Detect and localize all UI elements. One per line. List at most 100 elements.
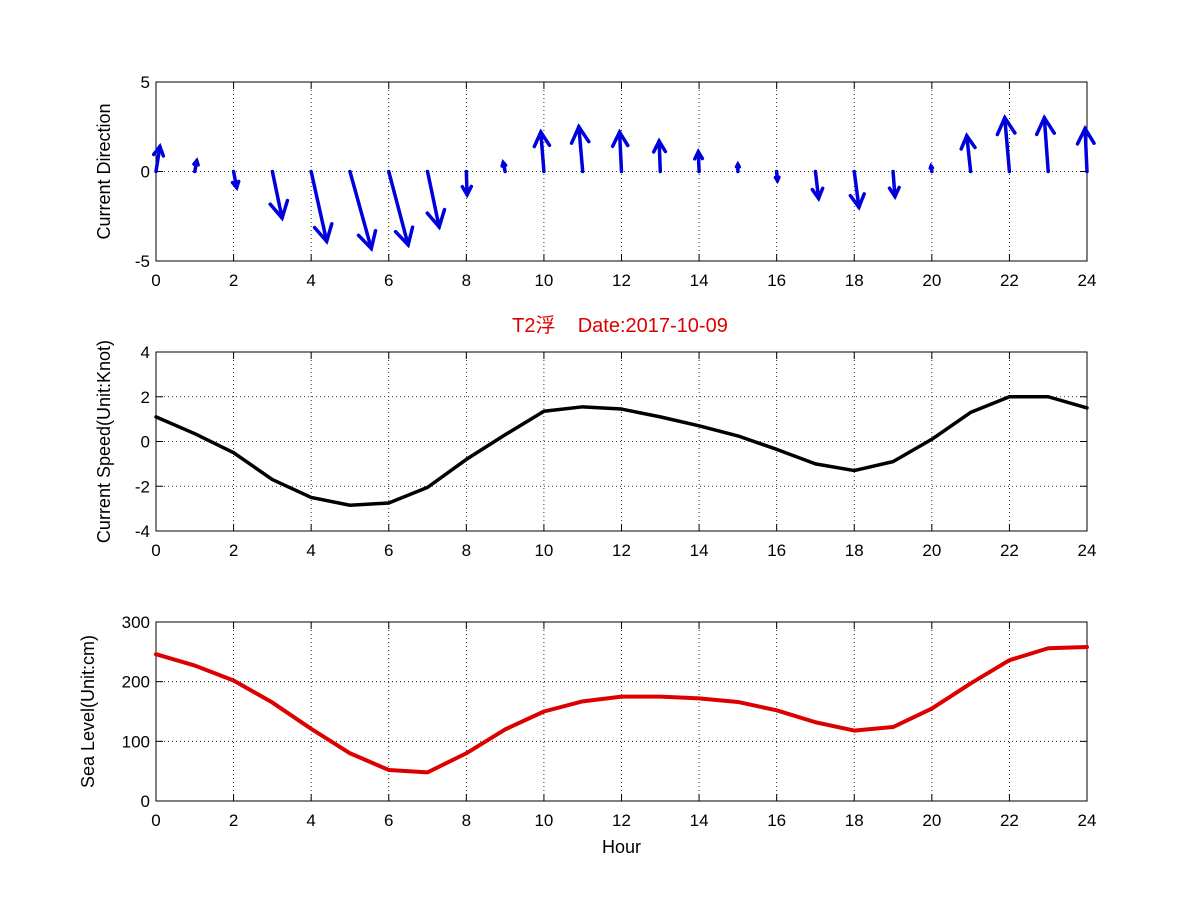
arrow-head (500, 159, 508, 168)
x-tick-label: 16 (767, 271, 786, 290)
direction-arrow (500, 159, 508, 174)
speed-point (659, 415, 662, 418)
direction-arrow (532, 128, 552, 174)
y-tick-label: 100 (122, 732, 150, 751)
sea-level-point (930, 707, 933, 710)
x-tick-label: 8 (462, 271, 471, 290)
y-tick-label: 0 (141, 433, 150, 452)
x-tick-label: 14 (690, 811, 709, 830)
x-tick-label: 6 (384, 541, 393, 560)
x-tick-label: 14 (690, 271, 709, 290)
speed-point (193, 432, 196, 435)
arrow-head (268, 198, 290, 222)
arrow-shaft (1003, 116, 1012, 174)
sea-level-point (426, 771, 429, 774)
sea-level-point (581, 700, 584, 703)
sea-level-point (969, 682, 972, 685)
x-tick-label: 20 (922, 271, 941, 290)
speed-point (853, 469, 856, 472)
direction-arrow (610, 128, 630, 174)
y-tick-label: -4 (135, 522, 150, 541)
speed-point (348, 504, 351, 507)
sea-level-point (892, 726, 895, 729)
arrow-shaft (270, 169, 284, 220)
x-tick-label: 24 (1078, 271, 1097, 290)
x-tick-label: 12 (612, 271, 631, 290)
x-tick-label: 2 (229, 541, 238, 560)
x-tick-label: 18 (845, 271, 864, 290)
arrow-shaft (813, 169, 821, 201)
direction-arrow (734, 160, 742, 174)
x-tick-label: 6 (384, 271, 393, 290)
speed-point (426, 486, 429, 489)
y-tick-label: 2 (141, 388, 150, 407)
arrow-head (312, 222, 334, 245)
direction-arrow (387, 169, 415, 249)
direction-arrow (651, 137, 668, 174)
y-axis-label: Current Direction (94, 103, 114, 239)
x-tick-label: 4 (306, 541, 315, 560)
arrow-head (734, 160, 742, 169)
sea-level-point (659, 695, 662, 698)
arrow-shaft (154, 144, 162, 174)
speed-point (698, 424, 701, 427)
arrow-head (773, 175, 781, 185)
x-tick-label: 18 (845, 541, 864, 560)
arrow-head (230, 179, 241, 192)
sea-level-point (620, 695, 623, 698)
direction-arrow (192, 157, 200, 174)
x-tick-label: 16 (767, 541, 786, 560)
x-tick-label: 10 (534, 541, 553, 560)
y-tick-label: -5 (135, 252, 150, 271)
direction-arrow (1075, 124, 1096, 174)
arrow-shaft (464, 169, 469, 197)
x-tick-label: 10 (534, 271, 553, 290)
chart-title: T2浮 Date:2017-10-09 (512, 314, 728, 337)
x-tick-label: 24 (1078, 811, 1097, 830)
x-tick-label: 18 (845, 811, 864, 830)
arrow-head (569, 123, 591, 145)
direction-arrow (230, 169, 241, 192)
x-tick-label: 22 (1000, 541, 1019, 560)
sea-level-point (1086, 646, 1088, 649)
speed-point (232, 451, 235, 454)
arrow-head (848, 192, 866, 211)
sea-level-point (465, 752, 468, 755)
x-tick-label: 0 (151, 811, 160, 830)
x-tick-label: 12 (612, 541, 631, 560)
x-tick-label: 4 (306, 271, 315, 290)
x-tick-label: 0 (151, 541, 160, 560)
arrow-head (928, 162, 935, 170)
arrow-head (393, 225, 415, 249)
x-tick-label: 2 (229, 271, 238, 290)
x-tick-label: 4 (306, 811, 315, 830)
arrow-head (887, 185, 901, 201)
arrow-shaft (348, 169, 374, 251)
direction-arrow (995, 114, 1017, 174)
speed-point (581, 405, 584, 408)
speed-point (465, 458, 468, 461)
speed-point (504, 433, 507, 436)
arrow-shaft (387, 169, 410, 247)
speed-point (736, 434, 739, 437)
sea-level-point (387, 768, 390, 771)
speed-point (542, 410, 545, 413)
arrow-head (460, 184, 474, 199)
x-tick-label: 10 (534, 811, 553, 830)
arrow-shaft (309, 169, 329, 244)
x-tick-label: 12 (612, 811, 631, 830)
sea-level-point (504, 728, 507, 731)
arrow-head (995, 114, 1017, 137)
arrow-head (693, 148, 705, 161)
sea-level-series-line (154, 645, 1089, 775)
y-axis-label: Sea Level(Unit:cm) (78, 635, 98, 788)
y-tick-label: 4 (141, 343, 150, 362)
sea-level-point (155, 653, 157, 656)
speed-point (271, 478, 274, 481)
arrow-shaft (891, 169, 897, 199)
sea-level-point (1047, 647, 1050, 650)
x-tick-label: 22 (1000, 811, 1019, 830)
